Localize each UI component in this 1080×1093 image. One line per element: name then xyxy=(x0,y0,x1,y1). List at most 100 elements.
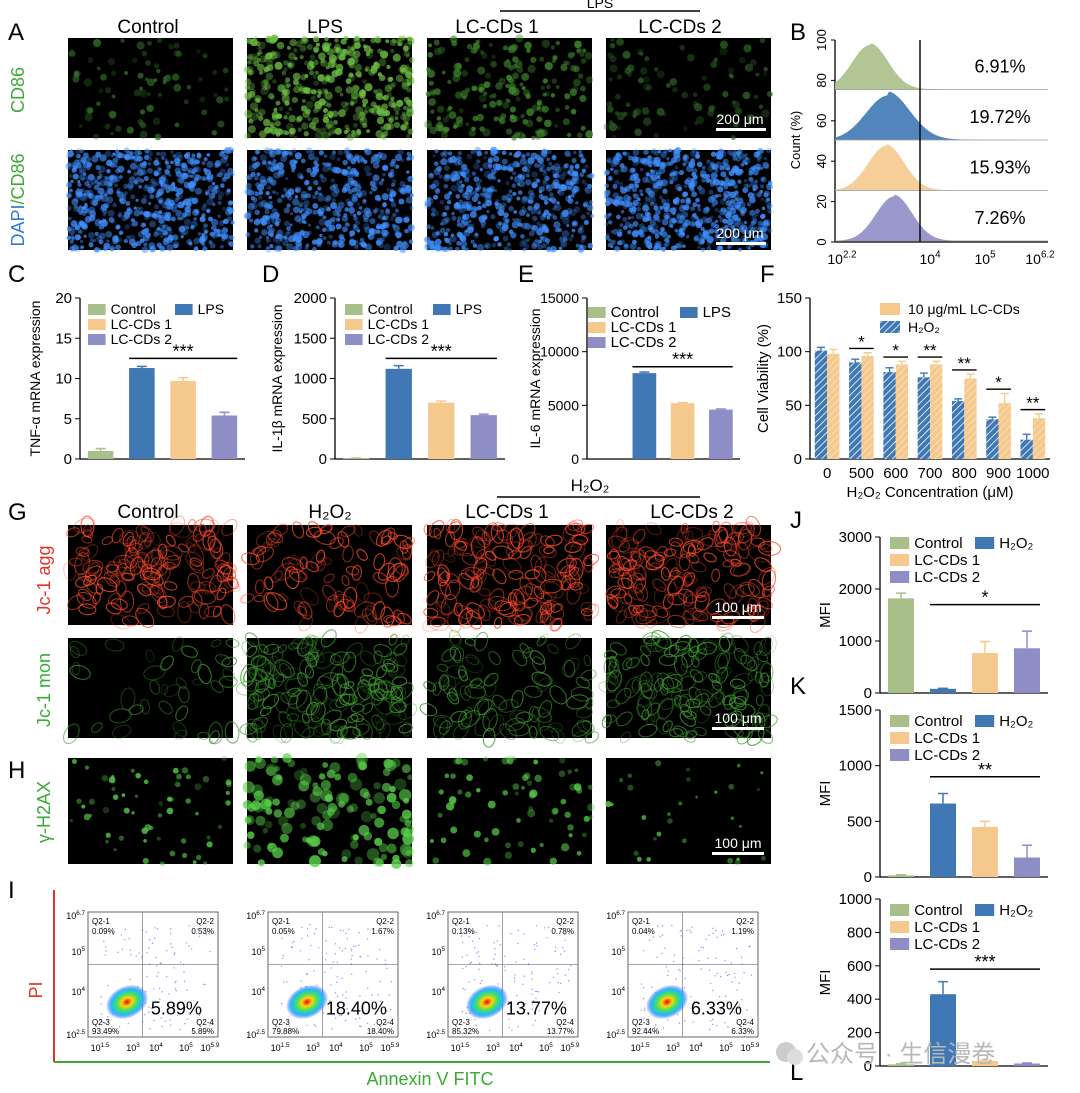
dapi-cd86-image-2-dot xyxy=(501,222,506,227)
cd86-image-3-dot xyxy=(625,102,631,108)
dapi-cd86-image-0-dot xyxy=(110,219,115,224)
F-bar-1-5 xyxy=(998,403,1011,459)
cd86-image-1-dot xyxy=(375,92,384,101)
cd86-image-1-dot xyxy=(267,52,273,57)
cd86-image-2-dot xyxy=(523,89,531,97)
dapi-cd86-image-1-dot xyxy=(385,209,391,215)
cd86-image-1-dot xyxy=(373,62,378,67)
gamma-h2ax-image-1-dot xyxy=(262,827,269,834)
gamma-h2ax-image-0-dot xyxy=(159,861,165,867)
dapi-cd86-image-3-dot xyxy=(705,206,710,211)
dapi-cd86-image-1-dot xyxy=(330,202,338,210)
cd86-image-1-dot xyxy=(389,115,395,121)
dapi-cd86-image-1-dot xyxy=(277,198,283,204)
panel-g-column-headers: Control H₂O₂ LC-CDs 1 LC-CDs 2 H₂O₂ xyxy=(117,476,733,523)
cd86-image-1-dot xyxy=(405,68,410,73)
dapi-cd86-image-1-dot xyxy=(377,197,382,202)
flow-event xyxy=(486,925,488,927)
dapi-cd86-image-1-dot xyxy=(285,231,290,236)
dapi-cd86-image-0-dot xyxy=(148,201,152,206)
dapi-cd86-image-3-dot xyxy=(678,169,685,176)
cd86-image-1-dot xyxy=(401,111,406,116)
cd86-image-2-dot xyxy=(496,99,503,107)
flow-event xyxy=(161,1025,164,1028)
flow-xtick-1-1: 103 xyxy=(306,1042,320,1053)
dapi-cd86-image-2-dot xyxy=(556,201,560,205)
cd86-image-3-dot xyxy=(681,91,689,99)
dapi-cd86-image-1-dot xyxy=(246,232,250,236)
cd86-image-0-dot xyxy=(132,57,138,64)
dapi-cd86-image-0-dot xyxy=(140,198,147,204)
cd86-image-1-dot xyxy=(281,70,287,76)
dapi-cd86-image-3-dot xyxy=(711,221,716,226)
dapi-cd86-image-0-dot xyxy=(188,197,196,205)
flow-event xyxy=(313,1024,316,1026)
flow-event xyxy=(179,961,182,964)
cd86-image-1-dot xyxy=(314,104,322,112)
cd86-image-1-dot xyxy=(285,111,290,116)
dapi-cd86-image-0-dot xyxy=(191,197,199,205)
dapi-cd86-image-3-dot xyxy=(695,197,700,203)
dapi-cd86-image-2-dot xyxy=(460,171,467,177)
gamma-h2ax-image-0-dot xyxy=(180,838,187,844)
dapi-cd86-image-1-dot xyxy=(312,246,317,252)
cd86-image-1-dot xyxy=(400,113,407,121)
dapi-cd86-image-0-dot xyxy=(161,212,169,219)
dapi-cd86-image-1-dot xyxy=(245,182,252,190)
C-legend-swatch-0 xyxy=(88,304,106,315)
cd86-image-2-dot xyxy=(453,69,462,78)
dapi-cd86-image-2-dot xyxy=(463,213,470,221)
cd86-image-2-dot xyxy=(426,67,431,72)
cd86-image-1-dot xyxy=(254,108,259,113)
cd86-image-2-dot xyxy=(550,93,556,98)
gamma-h2ax-image-1-dot xyxy=(357,756,366,765)
gamma-h2ax-image-1-dot xyxy=(329,762,341,773)
flow-event xyxy=(283,981,285,983)
cd86-image-1-dot xyxy=(274,61,283,70)
dapi-cd86-image-3-dot xyxy=(607,220,613,225)
dapi-cd86-image-2-dot xyxy=(570,234,575,238)
gamma-h2ax-image-1-dot xyxy=(243,841,251,849)
dapi-cd86-image-0-dot xyxy=(112,152,116,156)
cd86-image-0-dot xyxy=(198,77,203,82)
cd86-image-1-dot xyxy=(313,80,320,86)
flow-event xyxy=(465,966,467,968)
cd86-image-3-dot xyxy=(634,128,642,137)
gamma-h2ax-image-1-dot xyxy=(352,834,359,841)
cd86-image-1-dot xyxy=(351,132,357,138)
dapi-cd86-image-3-dot xyxy=(756,158,761,163)
dapi-cd86-image-0-dot xyxy=(191,170,196,175)
gamma-h2ax-image-3-dot xyxy=(633,850,639,856)
cd86-image-0-dot xyxy=(139,130,148,139)
cd86-image-1-dot xyxy=(347,50,352,55)
cd86-image-1-dot xyxy=(272,79,277,84)
dapi-cd86-image-3-dot xyxy=(724,175,728,180)
cd86-image-1-dot xyxy=(307,117,312,121)
cd86-image-2-dot xyxy=(479,50,485,55)
cd86-image-0-dot xyxy=(83,78,93,87)
gamma-h2ax-image-1-dot xyxy=(257,859,265,867)
flow-q2-value-0: 0.53% xyxy=(191,927,214,936)
F-sig-stars-1: * xyxy=(858,332,865,351)
scale-bar-g1 xyxy=(712,616,764,619)
dapi-cd86-image-0-dot xyxy=(195,174,202,181)
cd86-image-2-dot xyxy=(580,85,586,92)
gamma-h2ax-image-0-dot xyxy=(105,832,111,838)
dapi-cd86-image-1-dot xyxy=(342,159,348,166)
dapi-cd86-image-0-dot xyxy=(126,208,131,212)
dapi-cd86-image-1-dot xyxy=(398,198,405,205)
dapi-cd86-image-3-dot xyxy=(743,157,751,165)
cd86-image-1-dot xyxy=(258,70,264,75)
dapi-cd86-image-1-dot xyxy=(264,203,271,211)
dapi-cd86-image-0-dot xyxy=(91,199,99,207)
dapi-cd86-image-1-dot xyxy=(344,222,349,227)
dapi-cd86-image-1-dot xyxy=(269,243,274,249)
dapi-cd86-image-0-dot xyxy=(115,238,120,243)
gamma-h2ax-image-0-dot xyxy=(156,836,161,841)
gamma-h2ax-image-1-dot xyxy=(349,803,358,813)
dapi-cd86-image-3-dot xyxy=(669,180,674,185)
gamma-h2ax-image-0-dot xyxy=(105,839,109,844)
dapi-cd86-image-2-dot xyxy=(530,209,536,215)
F-bar-0-3 xyxy=(917,377,930,459)
dapi-cd86-image-2-dot xyxy=(463,221,469,227)
